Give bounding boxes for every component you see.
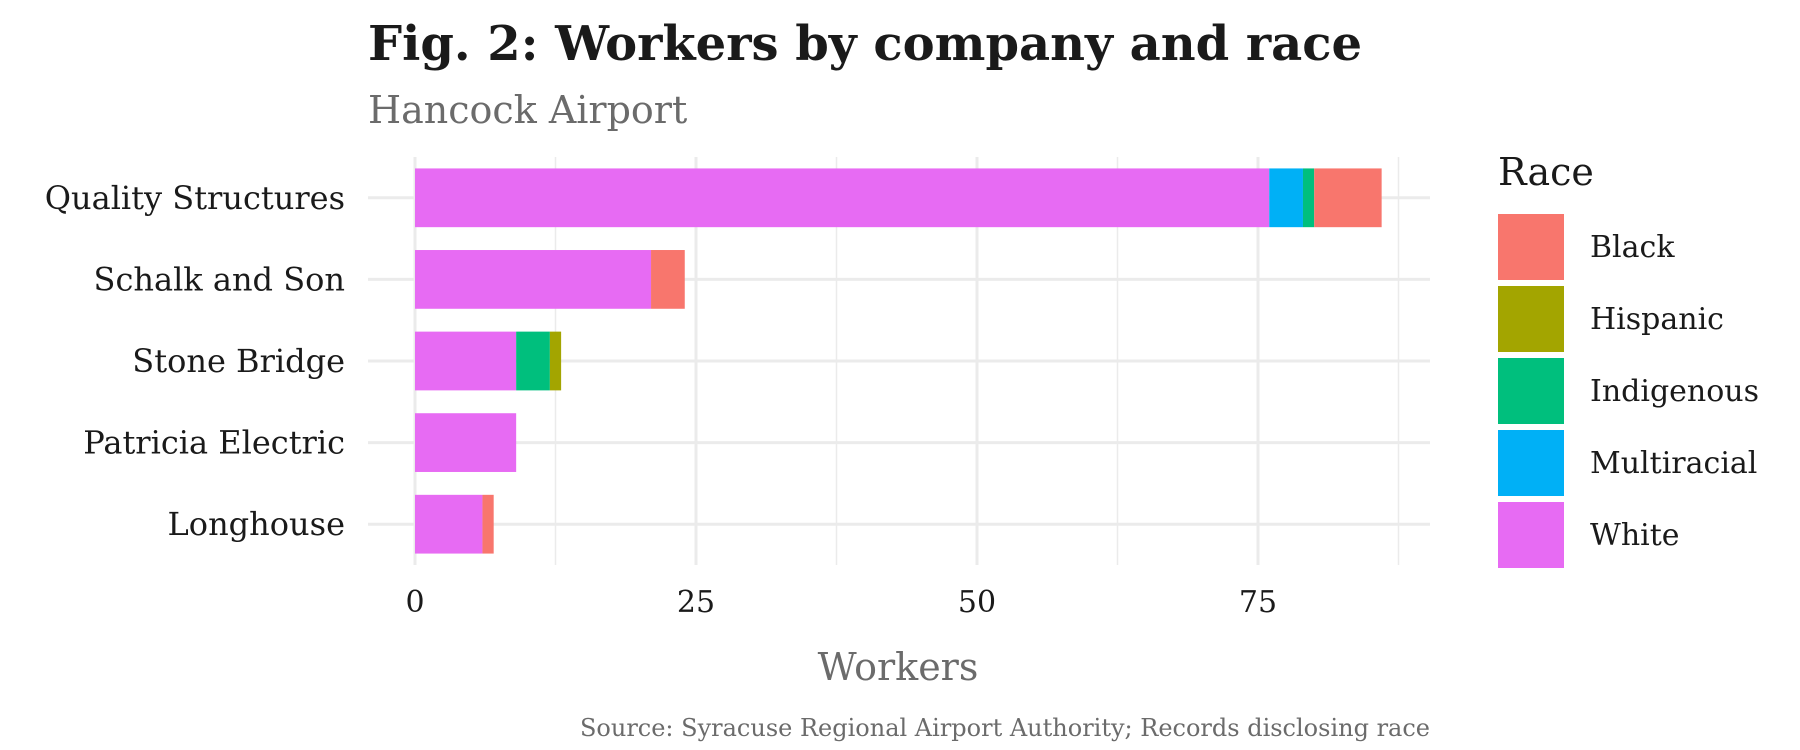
bar-segment-white bbox=[415, 413, 517, 472]
bar-segment-indigenous bbox=[516, 331, 550, 391]
bar-segment-black bbox=[1314, 168, 1382, 228]
category-label: Stone Bridge bbox=[132, 342, 345, 380]
x-axis-title: Workers bbox=[818, 645, 979, 689]
chart-caption: Source: Syracuse Regional Airport Author… bbox=[580, 714, 1430, 742]
x-tick-label: 50 bbox=[958, 585, 996, 620]
bar-segment-multiracial bbox=[1269, 168, 1303, 228]
chart-subtitle: Hancock Airport bbox=[368, 88, 687, 132]
chart-title: Fig. 2: Workers by company and race bbox=[368, 16, 1362, 72]
legend-key-black bbox=[1498, 214, 1564, 280]
legend-label: Hispanic bbox=[1590, 302, 1724, 337]
legend-key-hispanic bbox=[1498, 286, 1564, 352]
bars bbox=[415, 168, 1382, 554]
legend-label: Black bbox=[1590, 230, 1675, 265]
x-tick-labels: 0 25 50 75 bbox=[405, 585, 1277, 620]
bar-segment-black bbox=[651, 250, 685, 309]
bar-segment-white bbox=[415, 331, 517, 391]
x-tick-label: 75 bbox=[1239, 585, 1277, 620]
category-label: Patricia Electric bbox=[83, 424, 345, 462]
category-label: Schalk and Son bbox=[94, 260, 345, 298]
legend: Race Black Hispanic Indigenous Multiracial W… bbox=[1498, 150, 1759, 568]
category-label: Quality Structures bbox=[45, 179, 345, 217]
bar-segment-white bbox=[415, 250, 652, 309]
x-tick-label: 25 bbox=[677, 585, 715, 620]
legend-label: White bbox=[1590, 518, 1680, 553]
legend-key-multiracial bbox=[1498, 430, 1564, 496]
legend-label: Multiracial bbox=[1590, 446, 1757, 481]
x-tick-label: 0 bbox=[405, 585, 424, 620]
category-label: Longhouse bbox=[168, 505, 345, 543]
category-labels: Quality Structures Schalk and Son Stone Br… bbox=[45, 179, 345, 543]
bar-segment-white bbox=[415, 168, 1270, 228]
bar-segment-indigenous bbox=[1302, 168, 1315, 228]
bar-segment-black bbox=[482, 494, 494, 554]
legend-title: Race bbox=[1498, 150, 1594, 194]
legend-key-white bbox=[1498, 502, 1564, 568]
legend-label: Indigenous bbox=[1590, 374, 1759, 409]
bar-segment-hispanic bbox=[549, 331, 562, 391]
legend-key-indigenous bbox=[1498, 358, 1564, 424]
bar-segment-white bbox=[415, 494, 483, 554]
